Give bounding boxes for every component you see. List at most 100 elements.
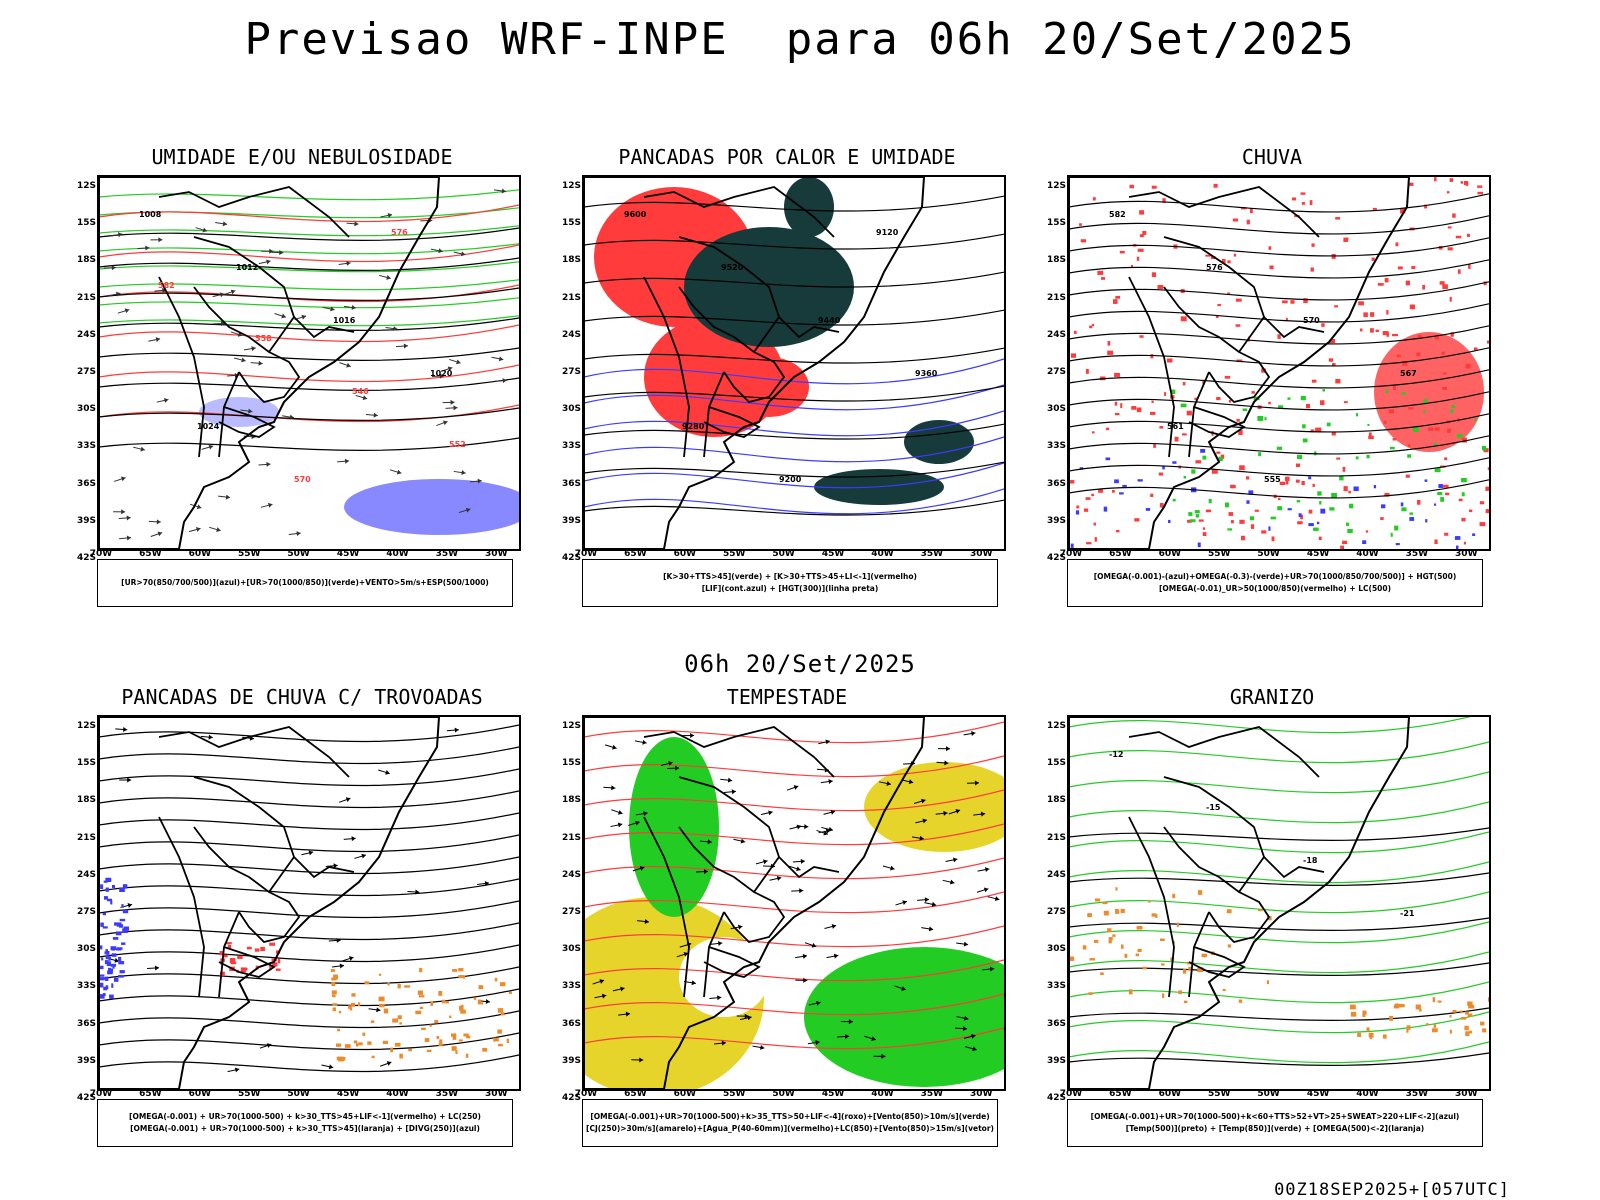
humidity-lowlevel-contour bbox=[99, 225, 519, 237]
lat-tick-label: 27S bbox=[1046, 367, 1066, 377]
wind-vector bbox=[195, 227, 208, 233]
rain-red-area bbox=[1217, 303, 1221, 307]
convection-orange-area bbox=[355, 1043, 359, 1047]
rain-red-area bbox=[1311, 243, 1315, 247]
lon-tick-label: 65W bbox=[139, 549, 162, 559]
rain-red-area bbox=[1240, 535, 1245, 541]
omega-500-orange-area bbox=[1094, 898, 1101, 902]
streamline-arrow bbox=[321, 1064, 334, 1070]
convection-orange-area bbox=[415, 1010, 422, 1015]
rain-green-area bbox=[1208, 498, 1212, 504]
lon-tick-label: 65W bbox=[624, 1089, 647, 1099]
wind-vector bbox=[823, 809, 836, 815]
rain-red-area bbox=[1268, 401, 1271, 405]
convection-orange-area bbox=[367, 1041, 372, 1045]
rain-red-area bbox=[1343, 401, 1348, 404]
contour-label: 546 bbox=[352, 387, 369, 396]
rain-red-area bbox=[1202, 527, 1205, 530]
omega-500-orange-area bbox=[1465, 1031, 1470, 1037]
lon-tick-label: 50W bbox=[772, 549, 795, 559]
contour-label: -18 bbox=[1303, 856, 1318, 865]
wind-vector bbox=[618, 1011, 631, 1017]
convection-orange-area bbox=[332, 1007, 336, 1012]
rain-red-area bbox=[1187, 519, 1192, 523]
rain-red-area bbox=[1158, 472, 1163, 476]
wind-vector bbox=[720, 777, 733, 783]
omega-500-orange-area bbox=[1467, 1001, 1471, 1006]
lon-tick-label: 45W bbox=[1306, 1089, 1330, 1099]
rain-green-area bbox=[1278, 405, 1284, 408]
rain-red-area bbox=[1301, 481, 1305, 486]
lon-tick-label: 40W bbox=[386, 549, 409, 559]
map-canvas bbox=[584, 717, 1004, 1089]
instability-green-area bbox=[784, 177, 834, 237]
rain-red-area bbox=[1312, 483, 1315, 487]
wind-vector bbox=[769, 876, 782, 881]
contour-label: 552 bbox=[449, 440, 466, 449]
wind-vector bbox=[733, 838, 746, 844]
wind-vector bbox=[201, 444, 214, 450]
rain-green-area bbox=[1474, 418, 1477, 421]
wind-vector bbox=[494, 378, 507, 384]
omega-500-orange-area bbox=[1162, 993, 1165, 998]
contour-label: 9360 bbox=[915, 369, 938, 378]
rain-red-area bbox=[1434, 177, 1437, 182]
convection-orange-area bbox=[460, 1004, 464, 1010]
rain-red-area bbox=[1439, 281, 1445, 285]
convection-orange-area bbox=[397, 983, 401, 989]
wind-vector bbox=[118, 515, 131, 521]
omega-500-orange-area bbox=[1120, 908, 1125, 914]
lif-contour bbox=[584, 488, 1004, 515]
temp-850-contour bbox=[1069, 741, 1489, 764]
wind-vector bbox=[676, 951, 689, 958]
rain-red-area bbox=[1136, 256, 1140, 261]
omega-500-orange-area bbox=[1161, 963, 1165, 966]
rain-red-area bbox=[1434, 539, 1438, 544]
lon-tick-label: 45W bbox=[336, 1089, 360, 1099]
panel-legend: [OMEGA(-0.001)+UR>70(1000-500)+k<60+TTS>… bbox=[1067, 1099, 1483, 1147]
wind-vector bbox=[261, 248, 274, 254]
contour-label: 9520 bbox=[721, 263, 744, 272]
rain-green-area bbox=[1296, 500, 1301, 503]
wind-vector bbox=[212, 292, 225, 298]
convection-red-area bbox=[219, 950, 223, 956]
rain-green-area bbox=[1302, 438, 1308, 443]
lon-tick-label: 65W bbox=[1109, 549, 1132, 559]
rain-red-area bbox=[1215, 315, 1219, 319]
rain-red-area bbox=[1098, 488, 1103, 493]
convection-orange-area bbox=[333, 974, 339, 980]
convection-orange-area bbox=[499, 982, 506, 987]
panel-title: UMIDADE E/OU NEBULOSIDADE bbox=[151, 145, 453, 169]
wind-vector bbox=[385, 326, 398, 332]
rain-blue-area bbox=[1308, 523, 1314, 527]
convection-red-area bbox=[226, 942, 232, 945]
omega-500-orange-area bbox=[1266, 980, 1270, 985]
lon-tick-label: 30W bbox=[970, 1089, 993, 1099]
omega-500-orange-area bbox=[1222, 988, 1226, 992]
contour-label: 9440 bbox=[818, 316, 841, 325]
lat-tick-label: 36S bbox=[1046, 478, 1066, 489]
rain-red-area bbox=[1205, 254, 1211, 257]
lat-tick-label: 39S bbox=[76, 515, 96, 526]
wind-vector bbox=[346, 221, 359, 227]
rain-red-area bbox=[1328, 358, 1333, 362]
wind-vector bbox=[635, 811, 648, 817]
convection-orange-area bbox=[426, 1049, 432, 1053]
omega-500-orange-area bbox=[1482, 1028, 1487, 1033]
height-300-contour bbox=[584, 461, 1004, 478]
rain-red-area bbox=[1461, 517, 1466, 522]
valid-time-title: 06h 20/Set/2025 bbox=[684, 650, 916, 678]
rain-green-area bbox=[1180, 403, 1187, 408]
rain-red-area bbox=[1384, 492, 1390, 497]
lc-850-contour bbox=[584, 1027, 1004, 1050]
streamline-arrow bbox=[368, 1007, 381, 1013]
omega-500-orange-area bbox=[1406, 1029, 1409, 1033]
rain-red-area bbox=[1246, 219, 1250, 225]
temp-500-contour bbox=[1069, 827, 1489, 841]
wind-vector bbox=[963, 1033, 976, 1039]
wind-850-green-area bbox=[629, 737, 719, 917]
rain-green-area bbox=[1355, 456, 1359, 460]
height-500-contour bbox=[1069, 237, 1489, 257]
thickness-contour bbox=[99, 364, 519, 383]
rain-green-area bbox=[1302, 424, 1306, 429]
